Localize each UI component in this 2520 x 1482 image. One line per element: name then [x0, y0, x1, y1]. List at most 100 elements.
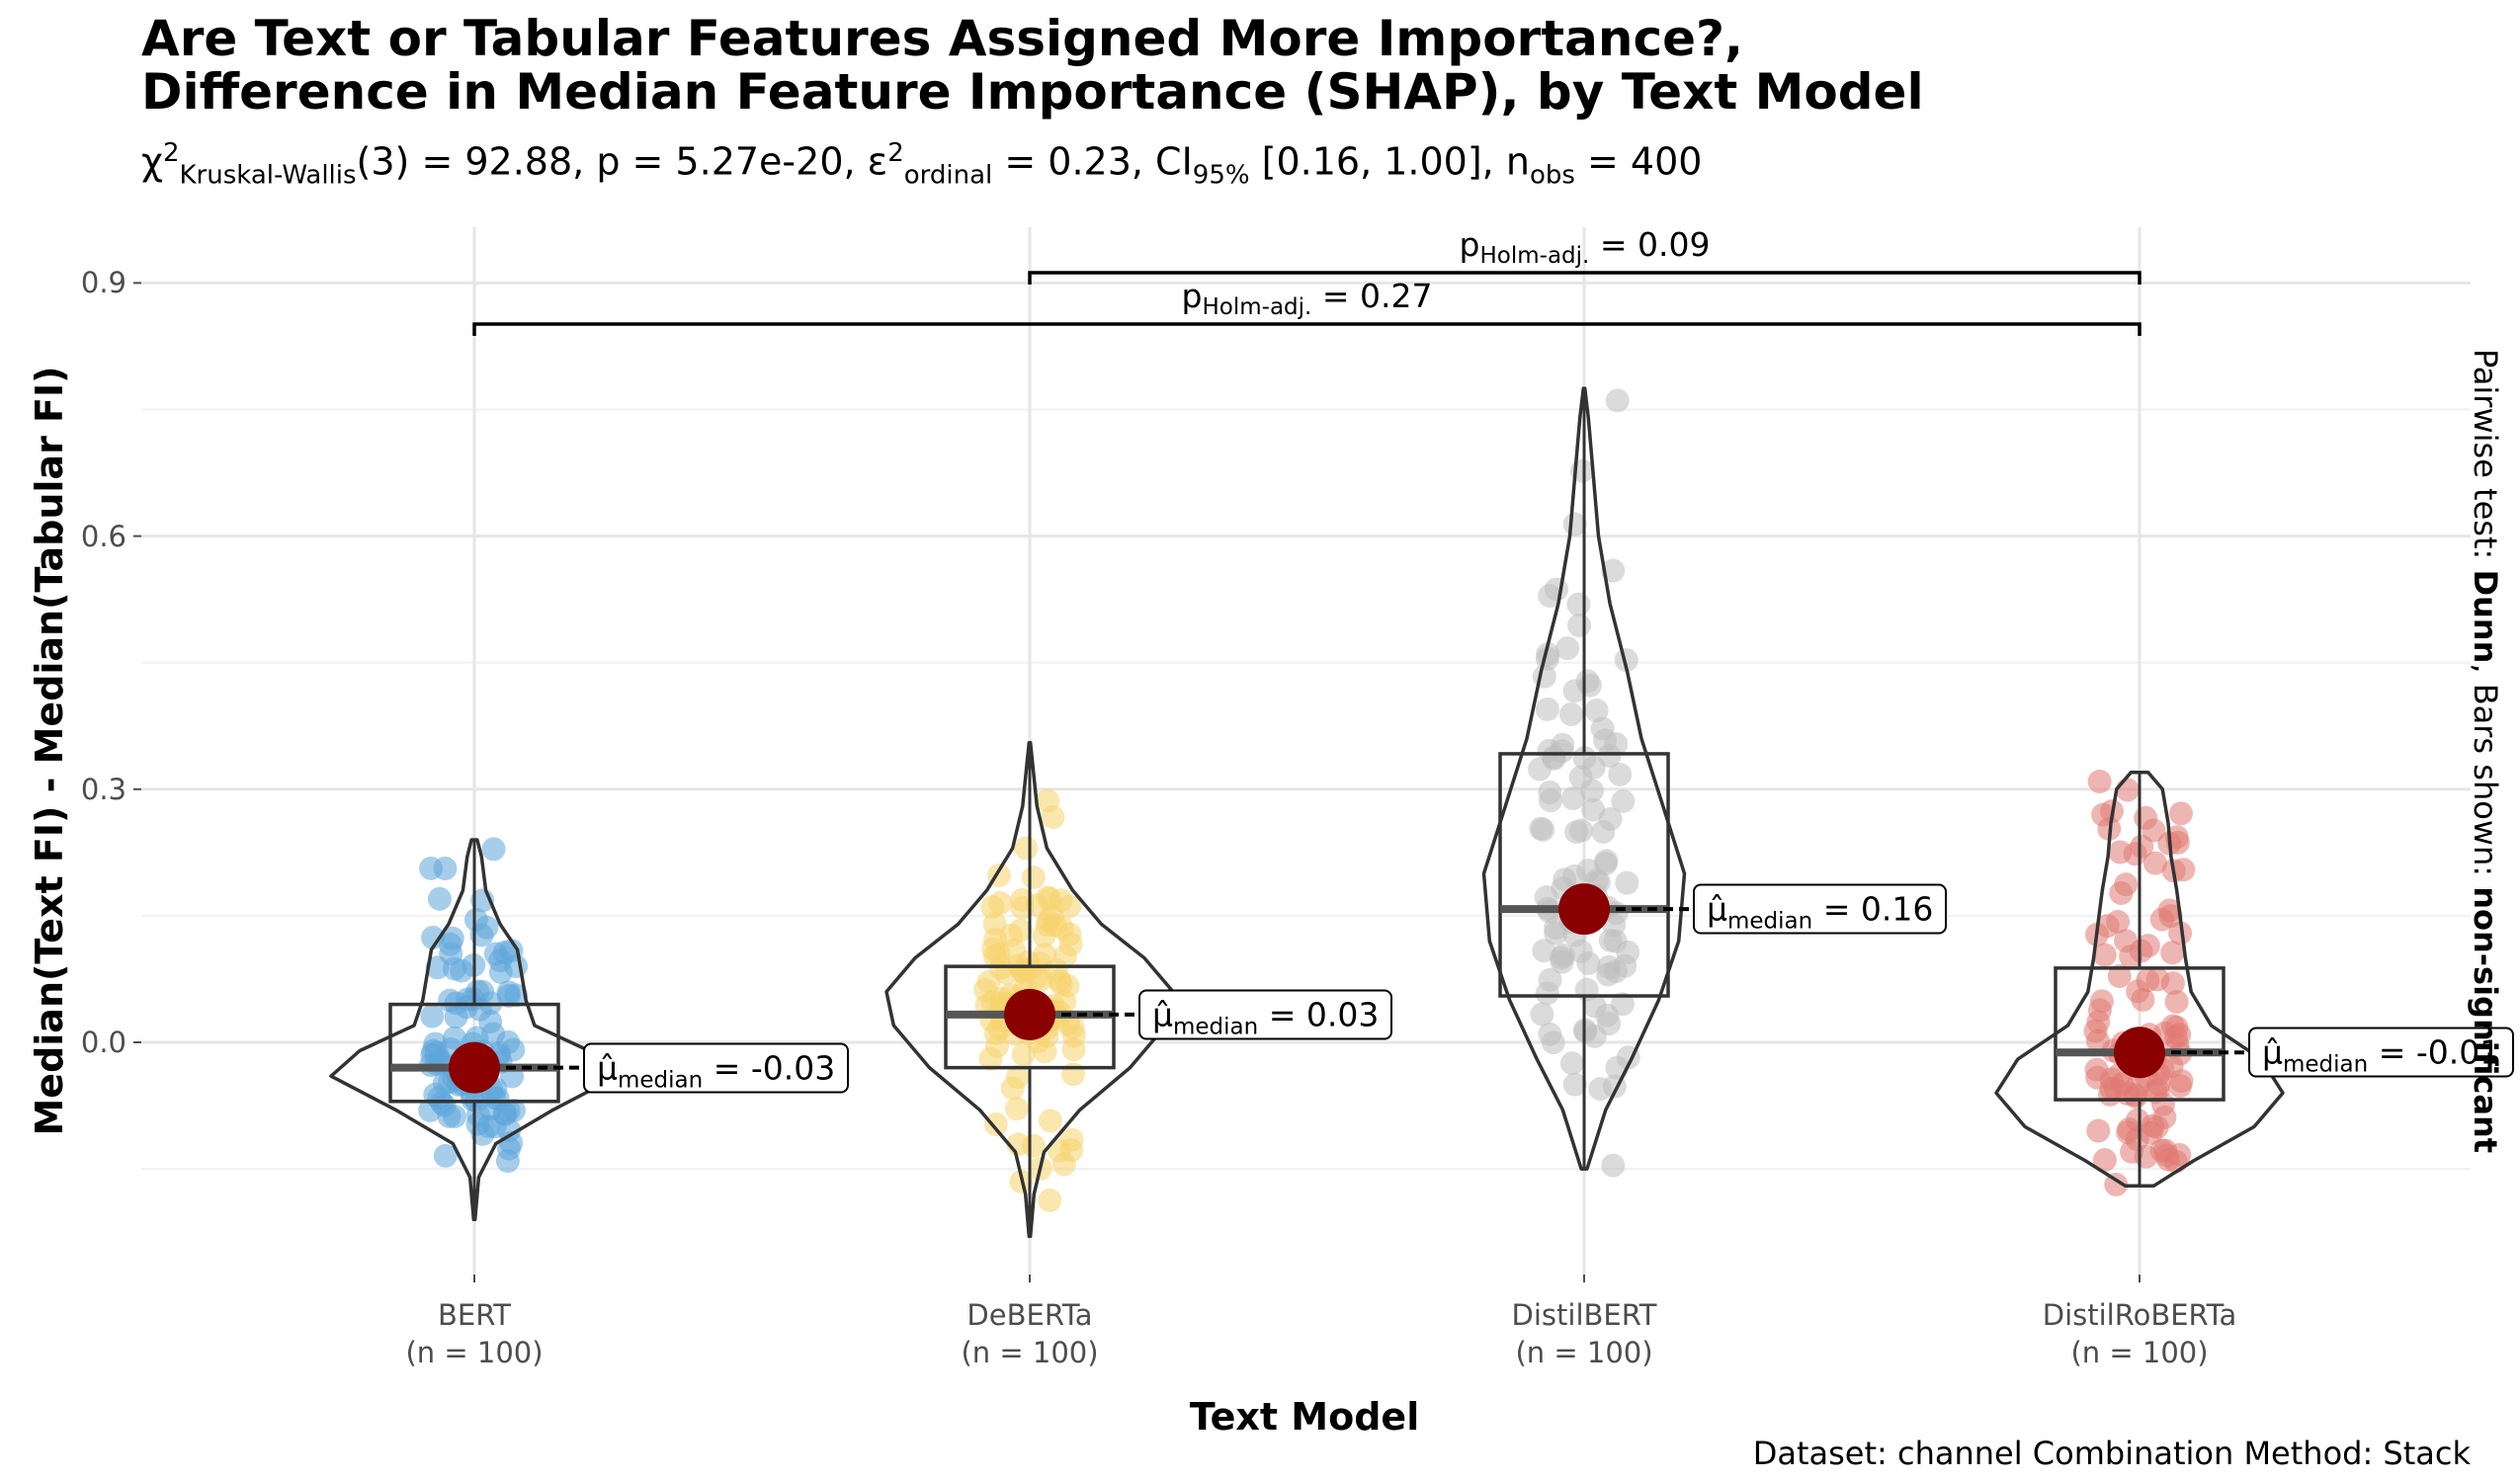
data-point	[427, 886, 452, 911]
violin-outline	[1994, 770, 2285, 1188]
data-point	[1051, 1152, 1076, 1177]
data-point	[465, 979, 490, 1004]
stat-text: (3) = 92.88, p = 5.27e-20,	[356, 139, 868, 184]
pairwise-test-label: Pairwise test: Dunn, Bars shown: non-sig…	[2467, 349, 2504, 1153]
data-point	[1008, 918, 1033, 943]
median-label-symbol: μ̂	[1152, 995, 1173, 1034]
data-point	[481, 837, 506, 862]
data-point	[1614, 648, 1638, 673]
median-point	[2114, 1027, 2165, 1079]
data-point	[2159, 1054, 2184, 1079]
x-tick-group-name: DistilRoBERTa	[2042, 1298, 2237, 1332]
data-point	[1530, 1002, 1554, 1027]
data-point	[2131, 987, 2155, 1012]
data-point	[2126, 1074, 2150, 1099]
chart-subtitle: χ2Kruskal-Wallis(3) = 92.88, p = 5.27e-2…	[141, 138, 1702, 190]
data-point	[1601, 558, 1626, 583]
data-point	[1038, 1109, 1062, 1133]
data-point	[2114, 872, 2139, 897]
data-point	[1038, 1188, 1062, 1212]
median-label-subscript: median	[2283, 1051, 2369, 1078]
data-point	[1605, 388, 1630, 413]
data-point	[1551, 943, 1575, 967]
data-point	[983, 927, 1008, 951]
data-point	[2154, 1143, 2179, 1168]
x-tick-label: BERT (n = 100)	[405, 1296, 543, 1371]
y-tick-label: 0.3	[80, 772, 126, 806]
effect-text: = 0.23, CI	[992, 139, 1193, 184]
data-point	[1562, 864, 1586, 888]
y-tick-label: 0.6	[80, 519, 126, 553]
p-label-subscript: Holm-adj.	[1479, 243, 1590, 269]
data-point	[1584, 699, 1609, 723]
median-label-symbol: μ̂	[1707, 889, 1727, 929]
epsilon-symbol: ε	[867, 139, 888, 184]
data-point	[1610, 992, 1635, 1017]
data-point	[2160, 941, 2185, 965]
epsilon-subscript: ordinal	[903, 160, 993, 191]
median-label-value: = 0.16	[1812, 889, 1934, 929]
median-label-subscript: median	[1727, 908, 1813, 935]
data-point	[2134, 1144, 2158, 1169]
data-point	[984, 1033, 1009, 1058]
data-point	[2115, 778, 2140, 802]
data-point	[2086, 1118, 2111, 1143]
data-point	[1591, 819, 1616, 844]
data-point	[1057, 894, 1082, 919]
median-label-subscript: median	[1173, 1014, 1259, 1040]
data-point	[1611, 788, 1636, 813]
p-label-symbol: p	[1181, 277, 1203, 315]
chart-title-line2: Difference in Median Feature Importance …	[141, 63, 1924, 121]
data-point	[1011, 1042, 1036, 1067]
violin-outline	[1481, 386, 1687, 1171]
data-point	[496, 980, 521, 1005]
data-point	[488, 959, 513, 984]
data-point	[1574, 977, 1599, 1002]
data-point	[1539, 788, 1563, 813]
data-point	[1544, 921, 1568, 946]
data-point	[2106, 909, 2131, 934]
x-tick-label: DeBERTa (n = 100)	[961, 1296, 1098, 1371]
data-point	[1542, 746, 1566, 771]
median-label-value: = 0.03	[1258, 995, 1380, 1034]
data-point	[2164, 989, 2189, 1014]
data-point	[1016, 957, 1041, 982]
data-point	[1536, 642, 1560, 667]
data-point	[2087, 770, 2112, 794]
data-point	[1535, 981, 1559, 1006]
chi-superscript: 2	[162, 138, 180, 168]
pairwise-prefix: Pairwise test:	[2467, 348, 2504, 570]
data-point	[1608, 762, 1633, 786]
data-point	[1035, 913, 1059, 938]
x-tick-n-label: (n = 100)	[405, 1336, 544, 1369]
data-point	[1532, 664, 1556, 689]
p-label-value: = 0.27	[1311, 277, 1433, 315]
data-point	[2142, 851, 2167, 875]
data-point	[1049, 971, 1073, 996]
data-point	[1535, 697, 1559, 721]
data-point	[420, 1004, 445, 1029]
median-label-value: = -0.01	[2368, 1032, 2501, 1072]
data-point	[1532, 939, 1556, 963]
median-label-symbol: μ̂	[2262, 1032, 2283, 1072]
pairwise-middle: , Bars shown:	[2467, 663, 2504, 887]
data-point	[1616, 940, 1640, 964]
data-point	[2168, 801, 2193, 826]
data-point	[1601, 1153, 1626, 1178]
data-point	[1615, 870, 1639, 895]
data-point	[2160, 971, 2185, 996]
data-point	[2107, 964, 2132, 989]
data-point	[1061, 1024, 1086, 1048]
epsilon-superscript: 2	[887, 138, 904, 168]
data-point	[2085, 1065, 2110, 1090]
data-point	[433, 1143, 458, 1168]
pairwise-test-name: Dunn	[2467, 569, 2504, 664]
data-point	[1588, 1077, 1613, 1102]
x-tick-label: DistilBERT (n = 100)	[1512, 1296, 1657, 1371]
data-point	[2168, 921, 2193, 946]
p-label-value: = 0.09	[1589, 225, 1711, 264]
data-point	[1021, 865, 1046, 890]
data-point	[440, 926, 464, 950]
median-label-subscript: median	[618, 1067, 704, 1094]
data-point	[2108, 840, 2133, 864]
